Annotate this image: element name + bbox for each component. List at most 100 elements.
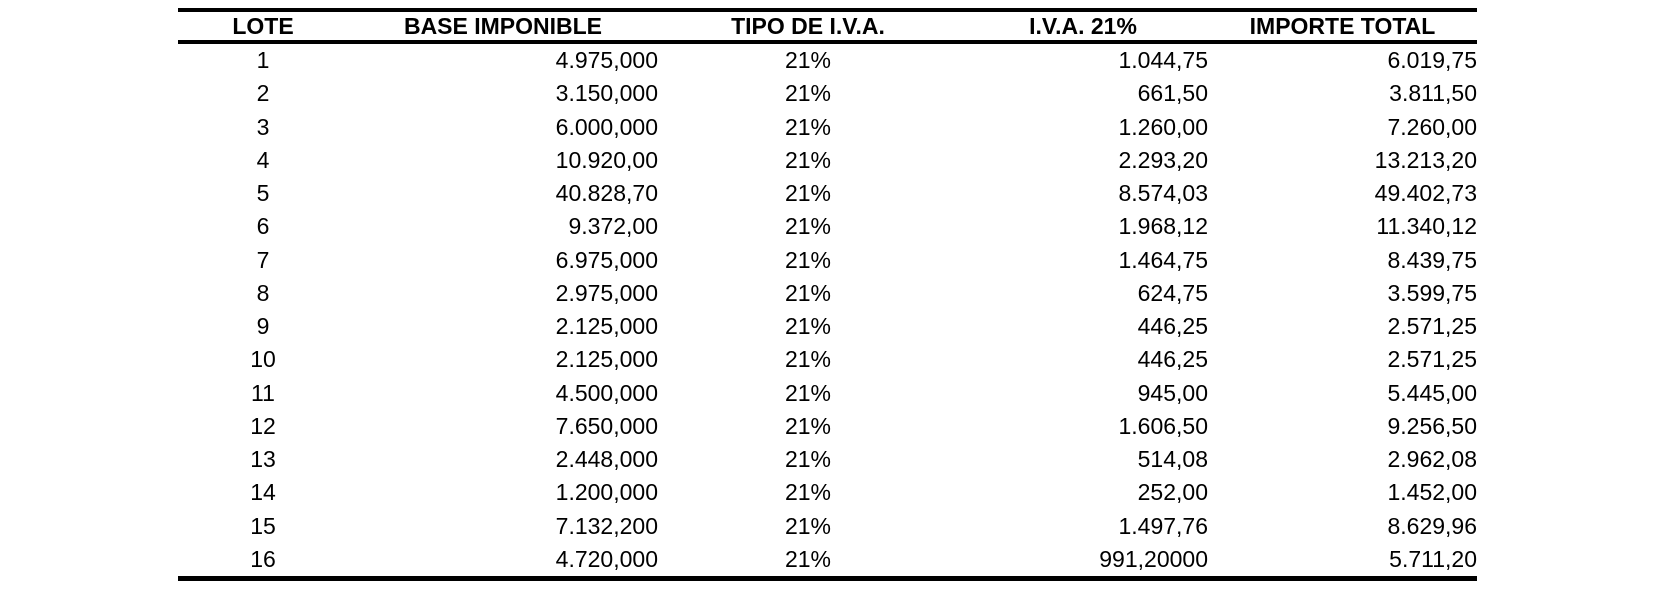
cell-iva-21: 1.464,75 bbox=[1118, 246, 1208, 273]
cell-base-imponible: 7.132,200 bbox=[555, 512, 658, 539]
cell-lote: 12 bbox=[250, 412, 276, 439]
cell-lote: 13 bbox=[250, 446, 276, 473]
cell-lote: 10 bbox=[250, 346, 276, 373]
cell-lote: 7 bbox=[256, 246, 270, 273]
cell-base-imponible: 2.975,000 bbox=[555, 279, 658, 306]
cell-lote: 2 bbox=[256, 80, 270, 107]
cell-tipo-iva: 21% bbox=[784, 80, 832, 107]
cell-importe-total: 13.213,20 bbox=[1374, 146, 1477, 173]
cell-iva-21: 1.606,50 bbox=[1118, 412, 1208, 439]
table-header: LOTE BASE IMPONIBLE TIPO DE I.V.A. I.V.A… bbox=[178, 10, 1477, 44]
table-body: 1 4.975,000 21% 1.044,75 6.019,75 2 3.150,000 2… bbox=[178, 42, 1477, 579]
cell-iva-21: 1.968,12 bbox=[1118, 213, 1208, 240]
table-row: 16 4.720,000 21% 991,20000 5.711,20 bbox=[178, 543, 1477, 579]
column-header-iva-21: I.V.A. 21% bbox=[958, 10, 1208, 44]
cell-iva-21: 2.293,20 bbox=[1118, 146, 1208, 173]
table-row: 7 6.975,000 21% 1.464,75 8.439,75 bbox=[178, 244, 1477, 277]
table-header-row: LOTE BASE IMPONIBLE TIPO DE I.V.A. I.V.A… bbox=[178, 10, 1477, 44]
table-row: 2 3.150,000 21% 661,50 3.811,50 bbox=[178, 77, 1477, 110]
cell-lote: 1 bbox=[256, 47, 270, 74]
table-row: 13 2.448,000 21% 514,08 2.962,08 bbox=[178, 443, 1477, 476]
cell-base-imponible: 4.720,000 bbox=[555, 545, 658, 572]
table-row: 15 7.132,200 21% 1.497,76 8.629,96 bbox=[178, 510, 1477, 543]
cell-lote: 5 bbox=[256, 180, 270, 207]
cell-tipo-iva: 21% bbox=[784, 279, 832, 306]
table-row: 8 2.975,000 21% 624,75 3.599,75 bbox=[178, 277, 1477, 310]
iva-breakdown-table: LOTE BASE IMPONIBLE TIPO DE I.V.A. I.V.A… bbox=[178, 8, 1477, 581]
cell-importe-total: 8.439,75 bbox=[1387, 246, 1477, 273]
cell-importe-total: 2.571,25 bbox=[1387, 313, 1477, 340]
cell-iva-21: 446,25 bbox=[1137, 346, 1208, 373]
column-header-base-imponible: BASE IMPONIBLE bbox=[348, 10, 658, 44]
cell-tipo-iva: 21% bbox=[784, 446, 832, 473]
cell-lote: 14 bbox=[250, 479, 276, 506]
cell-iva-21: 661,50 bbox=[1137, 80, 1208, 107]
cell-base-imponible: 40.828,70 bbox=[555, 180, 658, 207]
column-header-lote: LOTE bbox=[178, 10, 348, 44]
cell-lote: 11 bbox=[251, 379, 275, 406]
cell-base-imponible: 7.650,000 bbox=[555, 412, 658, 439]
cell-importe-total: 7.260,00 bbox=[1387, 113, 1477, 140]
table-row: 3 6.000,000 21% 1.260,00 7.260,00 bbox=[178, 111, 1477, 144]
cell-importe-total: 3.599,75 bbox=[1387, 279, 1477, 306]
cell-tipo-iva: 21% bbox=[784, 180, 832, 207]
cell-base-imponible: 1.200,000 bbox=[555, 479, 658, 506]
cell-tipo-iva: 21% bbox=[784, 512, 832, 539]
cell-base-imponible: 2.448,000 bbox=[555, 446, 658, 473]
cell-importe-total: 2.571,25 bbox=[1387, 346, 1477, 373]
cell-iva-21: 1.044,75 bbox=[1118, 47, 1208, 74]
cell-iva-21: 1.260,00 bbox=[1118, 113, 1208, 140]
cell-importe-total: 6.019,75 bbox=[1387, 47, 1477, 74]
cell-importe-total: 8.629,96 bbox=[1387, 512, 1477, 539]
table-row: 10 2.125,000 21% 446,25 2.571,25 bbox=[178, 343, 1477, 376]
cell-importe-total: 49.402,73 bbox=[1374, 180, 1477, 207]
cell-base-imponible: 2.125,000 bbox=[555, 313, 658, 340]
cell-iva-21: 446,25 bbox=[1137, 313, 1208, 340]
cell-lote: 6 bbox=[256, 213, 270, 240]
table-row: 12 7.650,000 21% 1.606,50 9.256,50 bbox=[178, 410, 1477, 443]
cell-iva-21: 8.574,03 bbox=[1118, 180, 1208, 207]
cell-tipo-iva: 21% bbox=[784, 213, 832, 240]
table-row: 6 9.372,00 21% 1.968,12 11.340,12 bbox=[178, 210, 1477, 243]
table-row: 5 40.828,70 21% 8.574,03 49.402,73 bbox=[178, 177, 1477, 210]
cell-tipo-iva: 21% bbox=[784, 113, 832, 140]
cell-tipo-iva: 21% bbox=[784, 412, 832, 439]
cell-lote: 16 bbox=[250, 545, 276, 572]
cell-base-imponible: 6.975,000 bbox=[555, 246, 658, 273]
cell-iva-21: 945,00 bbox=[1137, 379, 1208, 406]
cell-tipo-iva: 21% bbox=[784, 246, 832, 273]
table-row: 9 2.125,000 21% 446,25 2.571,25 bbox=[178, 310, 1477, 343]
cell-lote: 4 bbox=[256, 146, 270, 173]
cell-lote: 8 bbox=[256, 279, 270, 306]
cell-tipo-iva: 21% bbox=[784, 146, 832, 173]
cell-importe-total: 11.340,12 bbox=[1376, 213, 1477, 240]
cell-base-imponible: 10.920,00 bbox=[555, 146, 658, 173]
table-row: 14 1.200,000 21% 252,00 1.452,00 bbox=[178, 476, 1477, 509]
table-row: 4 10.920,00 21% 2.293,20 13.213,20 bbox=[178, 144, 1477, 177]
cell-base-imponible: 3.150,000 bbox=[555, 80, 658, 107]
cell-base-imponible: 4.975,000 bbox=[555, 47, 658, 74]
cell-importe-total: 2.962,08 bbox=[1387, 446, 1477, 473]
cell-iva-21: 991,20000 bbox=[1099, 545, 1208, 572]
cell-base-imponible: 4.500,000 bbox=[555, 379, 658, 406]
cell-importe-total: 5.445,00 bbox=[1387, 379, 1477, 406]
cell-iva-21: 624,75 bbox=[1137, 279, 1208, 306]
cell-tipo-iva: 21% bbox=[784, 379, 832, 406]
cell-tipo-iva: 21% bbox=[784, 47, 832, 74]
cell-base-imponible: 9.372,00 bbox=[568, 213, 658, 240]
cell-tipo-iva: 21% bbox=[784, 479, 832, 506]
cell-lote: 15 bbox=[250, 512, 276, 539]
column-header-tipo-iva: TIPO DE I.V.A. bbox=[658, 10, 958, 44]
cell-tipo-iva: 21% bbox=[784, 313, 832, 340]
cell-lote: 9 bbox=[256, 313, 270, 340]
table-row: 1 4.975,000 21% 1.044,75 6.019,75 bbox=[178, 42, 1477, 77]
cell-iva-21: 252,00 bbox=[1137, 479, 1208, 506]
column-header-importe-total: IMPORTE TOTAL bbox=[1208, 10, 1477, 44]
cell-base-imponible: 2.125,000 bbox=[555, 346, 658, 373]
cell-importe-total: 1.452,00 bbox=[1387, 479, 1477, 506]
cell-importe-total: 9.256,50 bbox=[1387, 412, 1477, 439]
cell-tipo-iva: 21% bbox=[784, 346, 832, 373]
cell-lote: 3 bbox=[256, 113, 270, 140]
cell-base-imponible: 6.000,000 bbox=[555, 113, 658, 140]
